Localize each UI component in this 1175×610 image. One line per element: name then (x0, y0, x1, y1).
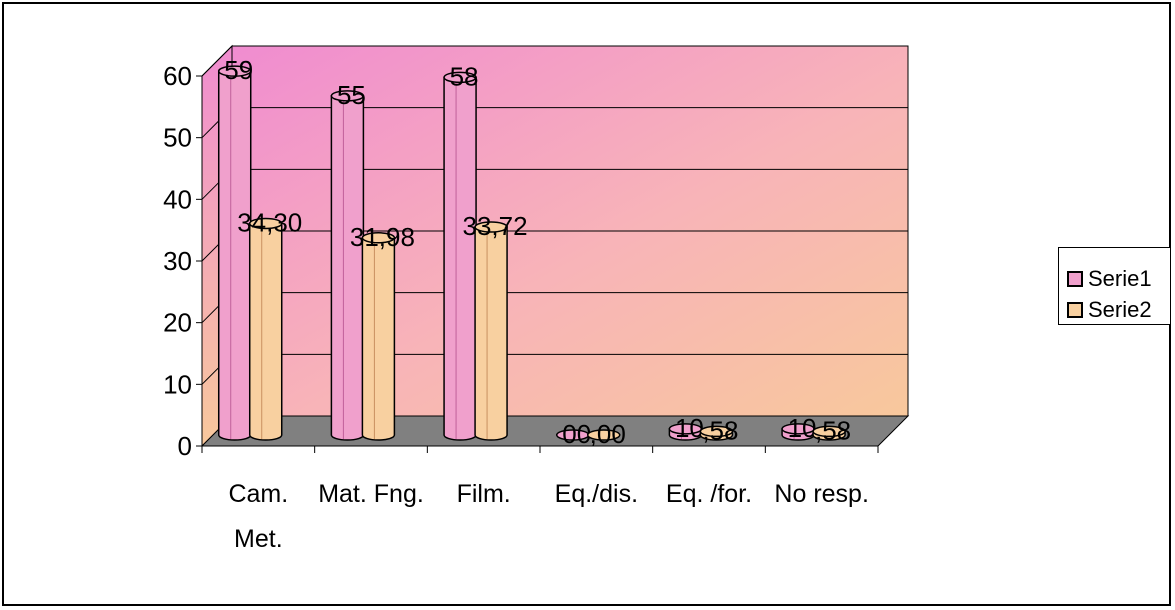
bar-body (248, 222, 283, 441)
data-label: 59 (224, 55, 253, 85)
bar-top (812, 425, 846, 438)
legend: Serie1 Serie2 (1058, 247, 1171, 325)
x-tick-label: Eq. /for. (666, 480, 752, 508)
data-label: ,58 (815, 415, 851, 445)
legend-item-serie1: Serie1 (1067, 266, 1152, 292)
legend-label-serie1: Serie1 (1088, 266, 1152, 291)
legend-item-serie2: Serie2 (1067, 297, 1152, 323)
legend-label-serie2: Serie2 (1088, 297, 1152, 322)
data-label: 33,72 (463, 211, 528, 241)
x-tick-label: Mat. Fng. (318, 480, 424, 508)
bar-top (361, 232, 396, 244)
data-label: 10 (675, 413, 704, 443)
bar-top (443, 71, 477, 84)
bar-body (361, 237, 396, 441)
data-label: ,00 (590, 419, 626, 449)
y-tick-label: 60 (163, 61, 192, 91)
bar-body (217, 70, 252, 441)
bar-body (443, 76, 477, 441)
y-tick-label: 40 (163, 184, 192, 214)
y-tick-label: 0 (178, 431, 192, 461)
data-label: 00 (562, 419, 591, 449)
data-label: 55 (337, 80, 366, 110)
y-tick-label: 30 (163, 246, 192, 276)
data-label: 34,30 (237, 207, 302, 237)
gridline (201, 45, 908, 77)
legend-swatch-serie2 (1067, 302, 1083, 318)
y-tick-label: 20 (163, 308, 192, 338)
x-tick-label: Met. (234, 525, 283, 553)
data-label: 31,98 (350, 222, 415, 252)
x-tick-label: No resp. (774, 480, 868, 508)
bar-top (248, 217, 283, 230)
bar-top (586, 429, 621, 441)
data-label: 10 (788, 413, 817, 443)
legend-swatch-serie1 (1067, 271, 1083, 287)
bar-top (699, 425, 734, 438)
bar-top (474, 221, 508, 233)
data-label: 58 (450, 61, 479, 91)
x-tick-label: Eq./dis. (555, 480, 638, 508)
bar-top (330, 90, 365, 102)
bar-top (217, 65, 252, 77)
x-tick-label: Film. (457, 480, 511, 508)
bar-body (474, 226, 508, 441)
y-tick-label: 50 (163, 123, 192, 153)
data-label: ,58 (702, 415, 738, 445)
x-tick-label: Cam. (228, 480, 288, 508)
bar-body (330, 95, 365, 441)
y-tick-label: 10 (163, 369, 192, 399)
